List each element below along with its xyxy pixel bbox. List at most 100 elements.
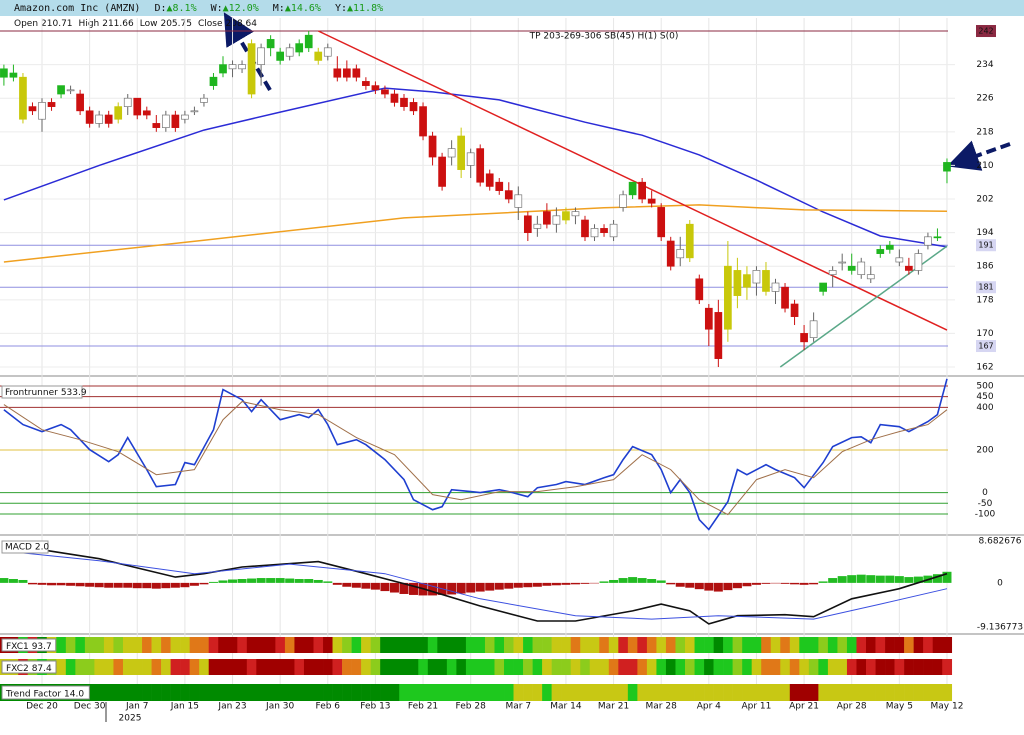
x-tick-label: Mar 28 [646, 702, 678, 712]
strip-cell [866, 637, 876, 653]
strip-cell [723, 684, 733, 701]
strip-cell [542, 659, 552, 675]
strip-cell [599, 637, 610, 653]
strip-cell [151, 659, 162, 675]
histogram-bar [266, 578, 276, 583]
strip-cell [656, 684, 667, 701]
candle-body [181, 114, 189, 120]
strip-cell [294, 637, 305, 653]
candle-body [533, 223, 542, 229]
ohlc-value: 210.71 [41, 19, 73, 29]
strip-cell [751, 684, 762, 701]
x-tick-label: Jan 23 [217, 702, 246, 712]
strip-cell [523, 659, 533, 675]
annotation-arrow [946, 140, 1011, 171]
candle-body [419, 106, 427, 137]
strip-cell [199, 659, 210, 675]
histogram-bar [609, 579, 619, 583]
histogram-bar [532, 582, 542, 587]
strip-cell [618, 659, 629, 675]
x-tick-label: Jan 15 [170, 702, 199, 712]
x-tick-label: Dec 30 [74, 702, 106, 712]
strip-cell [846, 637, 857, 653]
strip-cell [704, 659, 714, 675]
candle-body [85, 110, 94, 124]
strip-cell [465, 659, 476, 675]
histogram-bar [761, 582, 771, 584]
strip-cell [122, 684, 133, 701]
strip-cell [942, 659, 953, 675]
histogram-bar [751, 582, 761, 585]
strip-label-box [1, 660, 57, 674]
histogram-bar [885, 575, 895, 583]
histogram-bar [189, 582, 199, 586]
strip-cell [761, 684, 772, 701]
strip-cell [751, 637, 762, 653]
strip-cell [189, 684, 200, 701]
strip-cell [675, 659, 686, 675]
strip-cell [323, 684, 333, 701]
strip-cell [313, 659, 324, 675]
histogram-bar [332, 582, 342, 585]
histogram-bar [494, 582, 504, 590]
histogram-bar [75, 582, 85, 587]
strip-cell [275, 684, 286, 701]
x-tick-label: Jan 7 [125, 702, 148, 712]
candle-body [819, 282, 827, 292]
candle-body [571, 211, 580, 217]
y-tick-label: 500 [976, 382, 993, 392]
strip-cell [94, 659, 105, 675]
y-tick-label: 450 [976, 392, 993, 402]
strip-cell [218, 659, 229, 675]
strip-cell [799, 637, 810, 653]
strip-cell [637, 659, 648, 675]
candle-body [543, 211, 551, 225]
strip-cell [265, 637, 276, 653]
candle-body [104, 114, 113, 124]
strip-cell [694, 684, 705, 701]
strip-cell [75, 637, 86, 653]
strip-cell [256, 659, 267, 675]
strip-cell [523, 637, 533, 653]
histogram-bar [104, 582, 114, 588]
candle-body [228, 64, 237, 70]
candle-body [9, 72, 18, 78]
strip-cell [284, 684, 295, 701]
candle-body [876, 249, 885, 254]
candle-body [685, 223, 694, 259]
strip-label-name: Trend Factor [5, 689, 61, 699]
histogram-bar [161, 582, 171, 589]
histogram-bar [942, 571, 952, 583]
panel-title-value: 533.9 [61, 388, 87, 398]
candle-body [609, 223, 618, 238]
strip-cell [894, 684, 905, 701]
histogram-bar [370, 582, 380, 590]
strip-cell [608, 684, 619, 701]
strip-cell [342, 659, 352, 675]
strip-cell [818, 684, 829, 701]
candle-body [352, 68, 361, 78]
strip-cell [504, 684, 514, 701]
strip-cell [370, 684, 381, 701]
histogram-bar [685, 582, 695, 588]
histogram-bar [428, 582, 438, 596]
strip-cell [484, 684, 495, 701]
candle-body [295, 43, 304, 53]
strip-cell [161, 659, 171, 675]
strip-cell [189, 659, 200, 675]
x-tick-label: Feb 28 [456, 702, 487, 712]
strip-cell [923, 637, 933, 653]
strip-cell [399, 659, 410, 675]
strip-cell [65, 659, 76, 675]
candle-body [676, 249, 685, 259]
histogram-bar [304, 579, 314, 583]
candle-body [828, 270, 837, 275]
change-label: D: [154, 3, 166, 14]
strip-cell [303, 684, 314, 701]
candle-body [476, 148, 485, 183]
candle-body [771, 282, 780, 292]
strip-cell [237, 684, 248, 701]
overlay-line [3, 87, 948, 248]
histogram-bar [875, 575, 885, 583]
histogram-bar [485, 582, 495, 591]
